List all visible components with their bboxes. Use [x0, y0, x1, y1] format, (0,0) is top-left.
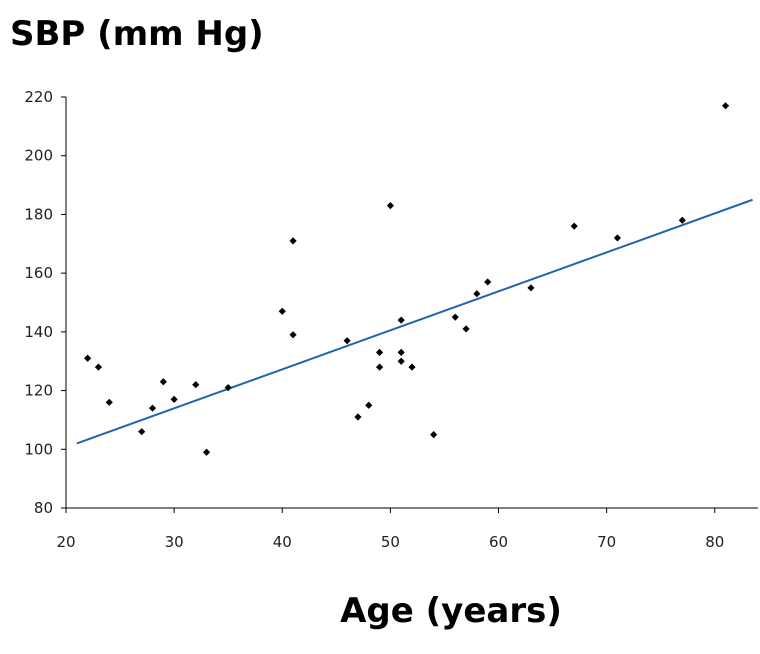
data-point: [613, 234, 622, 242]
x-tick-label: 80: [705, 533, 724, 551]
data-point: [192, 381, 200, 389]
data-point: [354, 413, 362, 421]
data-point: [397, 316, 405, 324]
data-point: [678, 216, 686, 224]
x-tick-label: 60: [489, 533, 508, 551]
trendline: [76, 198, 753, 445]
data-point: [721, 102, 730, 110]
x-tick-label: 40: [273, 533, 292, 551]
data-point: [473, 290, 481, 298]
y-tick-label: 80: [34, 499, 53, 517]
data-point: [386, 202, 394, 210]
data-point: [365, 401, 373, 409]
data-point: [278, 307, 286, 315]
data-point: [408, 363, 416, 371]
data-point: [343, 337, 351, 345]
tick-labels: 80 100 120 140 160 180 200 220 20 30 40 50 60 70 80: [24, 88, 724, 551]
data-point: [397, 348, 405, 357]
data-point: [527, 284, 535, 292]
data-point: [289, 331, 297, 339]
data-point: [105, 398, 113, 406]
y-tick-label: 180: [24, 205, 53, 223]
data-point: [202, 448, 211, 456]
x-axis-title: Age (years): [340, 591, 562, 631]
data-point: [451, 313, 459, 321]
data-points: [84, 102, 730, 456]
x-tick-label: 30: [165, 533, 184, 551]
data-point: [375, 363, 384, 371]
y-tick-label: 140: [24, 323, 53, 341]
y-axis-title: SBP (mm Hg): [10, 14, 264, 54]
y-tick-label: 100: [24, 440, 53, 458]
data-point: [148, 404, 157, 412]
y-tick-label: 120: [24, 382, 53, 400]
data-point: [94, 363, 103, 371]
y-tick-label: 200: [24, 147, 53, 165]
y-tick-label: 220: [24, 88, 53, 106]
data-point: [84, 354, 92, 362]
data-point: [397, 357, 405, 365]
data-point: [170, 395, 178, 403]
data-point: [138, 428, 146, 436]
data-point: [430, 431, 438, 439]
x-tick-label: 70: [597, 533, 616, 551]
x-tick-label: 20: [56, 533, 75, 551]
data-point: [224, 384, 232, 392]
trendline-group: [76, 198, 753, 445]
data-point: [570, 222, 578, 230]
axes: [61, 96, 758, 513]
data-point: [375, 348, 384, 357]
data-point: [289, 237, 297, 245]
x-tick-label: 50: [381, 533, 400, 551]
y-tick-label: 160: [24, 264, 53, 282]
data-point: [462, 325, 470, 333]
data-point: [159, 378, 167, 386]
data-point: [484, 278, 492, 286]
